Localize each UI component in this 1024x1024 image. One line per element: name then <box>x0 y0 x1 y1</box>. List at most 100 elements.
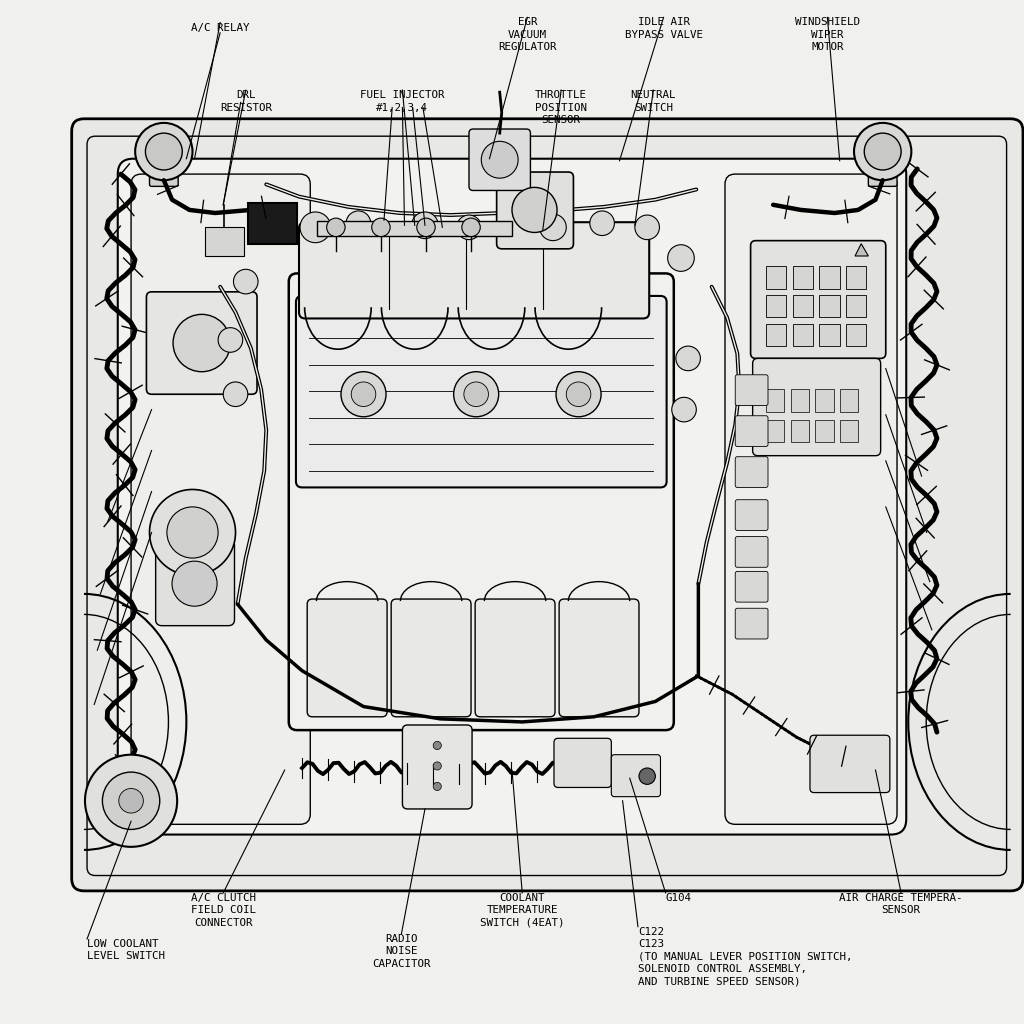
FancyBboxPatch shape <box>735 571 768 602</box>
Circle shape <box>102 772 160 829</box>
Bar <box>766 324 786 346</box>
Bar <box>317 221 512 236</box>
Circle shape <box>412 212 438 239</box>
FancyBboxPatch shape <box>150 150 178 186</box>
Text: A/C RELAY: A/C RELAY <box>190 23 250 33</box>
Text: EGR
VACUUM
REGULATOR: EGR VACUUM REGULATOR <box>498 17 557 52</box>
Circle shape <box>351 382 376 407</box>
Text: AIR CHARGE TEMPERA-
SENSOR: AIR CHARGE TEMPERA- SENSOR <box>840 893 963 915</box>
Circle shape <box>590 211 614 236</box>
Circle shape <box>635 215 659 240</box>
Bar <box>766 420 784 442</box>
Bar <box>819 295 840 317</box>
Circle shape <box>672 397 696 422</box>
FancyBboxPatch shape <box>559 599 639 717</box>
Bar <box>840 389 858 412</box>
FancyBboxPatch shape <box>307 599 387 717</box>
Bar <box>248 203 297 244</box>
Circle shape <box>300 212 331 243</box>
Polygon shape <box>855 244 868 256</box>
Circle shape <box>173 314 230 372</box>
Text: LOW COOLANT
LEVEL SWITCH: LOW COOLANT LEVEL SWITCH <box>87 939 165 962</box>
Circle shape <box>481 141 518 178</box>
FancyBboxPatch shape <box>554 738 611 787</box>
Bar <box>819 266 840 289</box>
FancyBboxPatch shape <box>72 119 1023 891</box>
Bar <box>793 295 813 317</box>
FancyBboxPatch shape <box>753 358 881 456</box>
Text: NEUTRAL
SWITCH: NEUTRAL SWITCH <box>631 90 676 113</box>
FancyBboxPatch shape <box>475 599 555 717</box>
Circle shape <box>433 782 441 791</box>
FancyBboxPatch shape <box>497 172 573 249</box>
FancyBboxPatch shape <box>146 292 257 394</box>
Bar <box>766 295 786 317</box>
Circle shape <box>639 768 655 784</box>
FancyBboxPatch shape <box>391 599 471 717</box>
FancyBboxPatch shape <box>751 241 886 358</box>
FancyBboxPatch shape <box>735 500 768 530</box>
Circle shape <box>372 218 390 237</box>
Bar <box>846 324 866 346</box>
Circle shape <box>566 382 591 407</box>
Circle shape <box>85 755 177 847</box>
FancyBboxPatch shape <box>289 273 674 730</box>
Circle shape <box>233 269 258 294</box>
FancyBboxPatch shape <box>735 375 768 406</box>
Circle shape <box>341 372 386 417</box>
FancyBboxPatch shape <box>735 416 768 446</box>
Circle shape <box>457 215 481 240</box>
Circle shape <box>433 741 441 750</box>
Circle shape <box>218 328 243 352</box>
FancyBboxPatch shape <box>611 755 660 797</box>
Text: A/C CLUTCH
FIELD COIL
CONNECTOR: A/C CLUTCH FIELD COIL CONNECTOR <box>190 893 256 928</box>
Circle shape <box>512 187 557 232</box>
Circle shape <box>462 218 480 237</box>
Bar <box>791 389 809 412</box>
Circle shape <box>454 372 499 417</box>
Circle shape <box>223 382 248 407</box>
FancyBboxPatch shape <box>469 129 530 190</box>
Text: G104: G104 <box>666 893 691 903</box>
Circle shape <box>556 372 601 417</box>
FancyBboxPatch shape <box>299 222 649 318</box>
Text: IDLE AIR
BYPASS VALVE: IDLE AIR BYPASS VALVE <box>625 17 702 40</box>
Bar <box>815 389 834 412</box>
FancyBboxPatch shape <box>296 296 667 487</box>
Bar <box>791 420 809 442</box>
FancyBboxPatch shape <box>118 159 906 835</box>
Text: COOLANT
TEMPERATURE
SWITCH (4EAT): COOLANT TEMPERATURE SWITCH (4EAT) <box>480 893 564 928</box>
Text: THROTTLE
POSITION
SENSOR: THROTTLE POSITION SENSOR <box>536 90 587 125</box>
Bar <box>815 420 834 442</box>
FancyBboxPatch shape <box>735 457 768 487</box>
FancyBboxPatch shape <box>735 537 768 567</box>
Bar <box>846 266 866 289</box>
Bar <box>793 266 813 289</box>
FancyBboxPatch shape <box>131 174 310 824</box>
Circle shape <box>433 762 441 770</box>
Circle shape <box>172 561 217 606</box>
Circle shape <box>346 211 371 236</box>
Circle shape <box>464 382 488 407</box>
FancyBboxPatch shape <box>810 735 890 793</box>
FancyBboxPatch shape <box>402 725 472 809</box>
Circle shape <box>668 245 694 271</box>
Text: WINDSHIELD
WIPER
MOTOR: WINDSHIELD WIPER MOTOR <box>795 17 860 52</box>
Bar <box>846 295 866 317</box>
Bar <box>205 227 244 256</box>
Circle shape <box>145 133 182 170</box>
Text: C122
C123
(TO MANUAL LEVER POSITION SWITCH,
SOLENOID CONTROL ASSEMBLY,
AND TURBI: C122 C123 (TO MANUAL LEVER POSITION SWIT… <box>638 927 852 986</box>
Text: DRL
RESISTOR: DRL RESISTOR <box>220 90 271 113</box>
Circle shape <box>854 123 911 180</box>
Circle shape <box>864 133 901 170</box>
Circle shape <box>150 489 236 575</box>
FancyBboxPatch shape <box>725 174 897 824</box>
Text: FUEL INJECTOR
#1,2,3,4: FUEL INJECTOR #1,2,3,4 <box>360 90 444 113</box>
Circle shape <box>676 346 700 371</box>
Circle shape <box>327 218 345 237</box>
Bar <box>766 389 784 412</box>
Circle shape <box>540 214 566 241</box>
Bar <box>819 324 840 346</box>
Circle shape <box>119 788 143 813</box>
Bar <box>766 266 786 289</box>
